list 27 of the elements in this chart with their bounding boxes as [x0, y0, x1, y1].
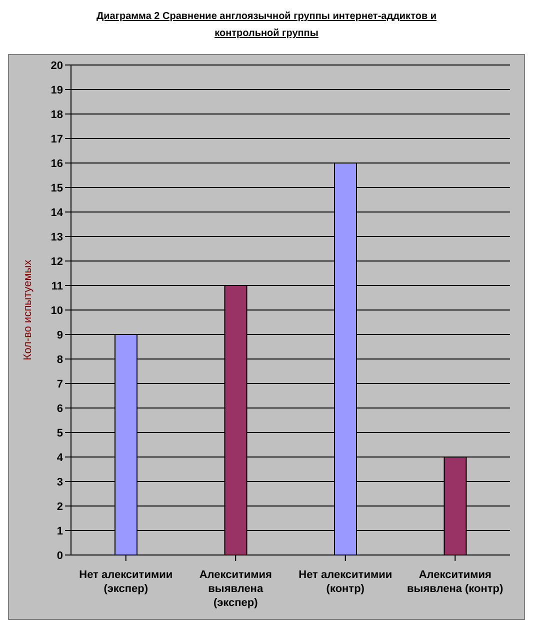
y-tick-label: 3 — [56, 476, 63, 488]
y-tick-label: 0 — [56, 550, 63, 562]
y-tick-label: 2 — [56, 500, 63, 513]
y-tick-label: 4 — [56, 452, 64, 464]
x-tick-label: Нет алекситимии (контр) — [298, 569, 392, 595]
y-tick-label: 15 — [50, 182, 63, 194]
y-tick-label: 8 — [56, 354, 63, 366]
y-tick-label: 14 — [50, 206, 64, 219]
y-tick-label: 19 — [50, 84, 63, 96]
y-tick-label: 10 — [50, 304, 63, 317]
chart-title: Диаграмма 2 Сравнение англоязычной группы интернет-аддиктов и контрольной группы — [95, 10, 438, 41]
y-tick-label: 13 — [50, 231, 63, 244]
y-tick-label: 6 — [56, 402, 63, 415]
y-tick-label: 5 — [56, 427, 63, 440]
y-tick-label: 9 — [56, 329, 63, 342]
y-axis-title: Кол-во испытуемых — [22, 259, 34, 360]
y-tick-label: 11 — [51, 280, 63, 292]
y-tick-label: 12 — [50, 256, 63, 268]
y-tick-label: 1 — [56, 525, 63, 538]
y-tick-label: 16 — [50, 158, 63, 170]
x-tick-label: Алекситимия выявлена (контр) — [407, 569, 504, 595]
x-tick-label: Нет алекситимии (экспер) — [79, 569, 173, 595]
y-tick-label: 18 — [50, 108, 63, 121]
y-tick-label: 20 — [50, 60, 63, 72]
x-tick-label: Алекситимия выявлена (экспер) — [199, 569, 272, 609]
y-tick-label: 17 — [50, 133, 63, 146]
y-tick-label: 7 — [56, 378, 63, 390]
